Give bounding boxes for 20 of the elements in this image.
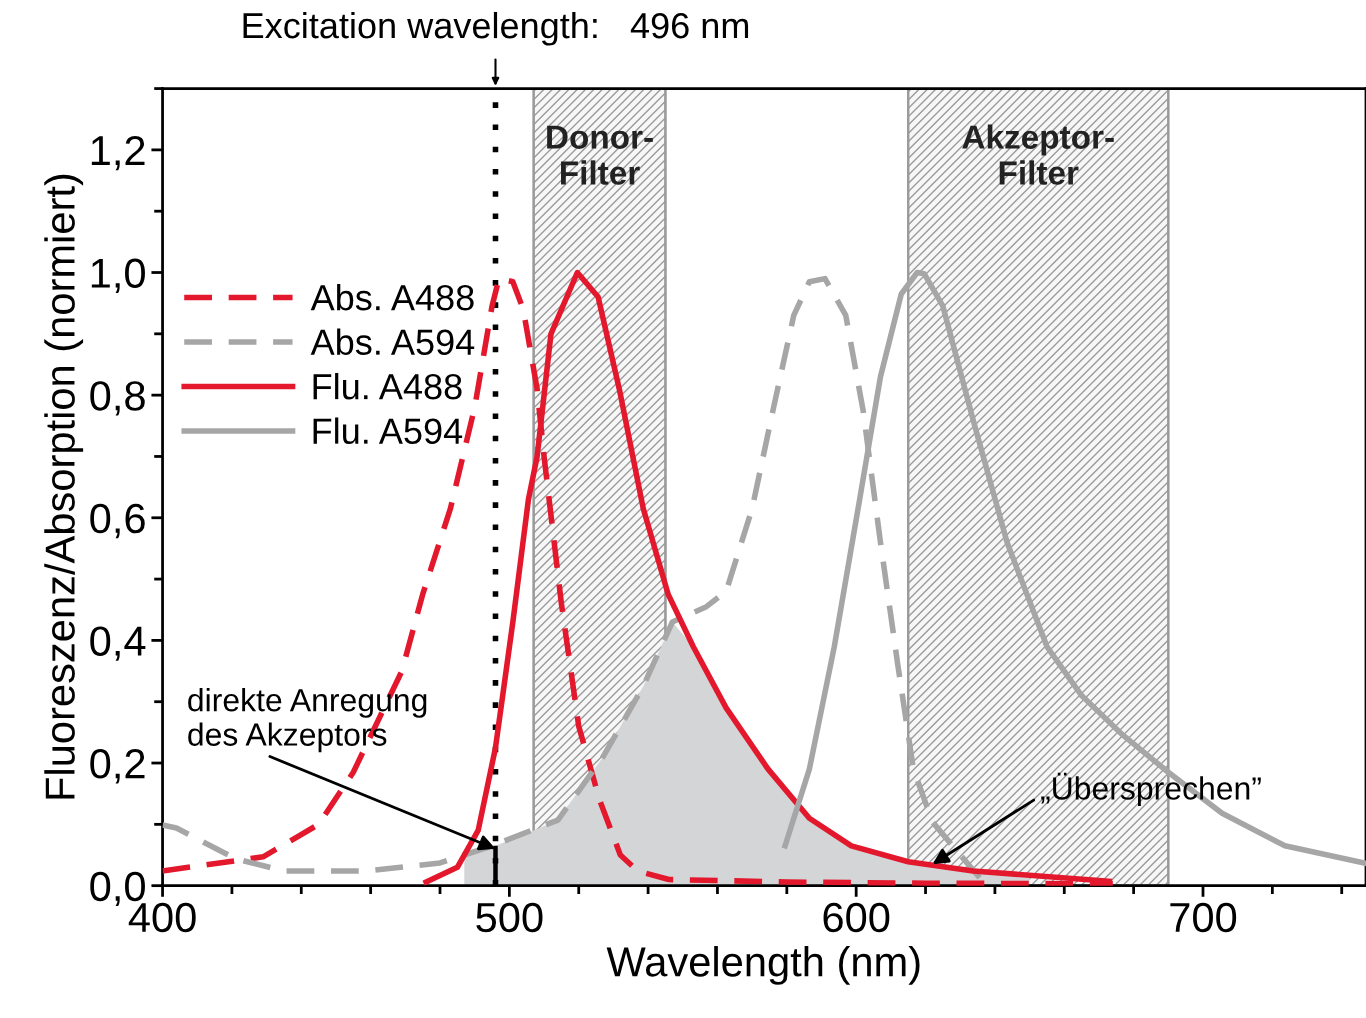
band-label: Donor- Filter	[547, 125, 653, 185]
x-tick-label: 600	[823, 902, 890, 933]
annotation: direkte Anregung des Akzeptors	[188, 688, 427, 753]
y-tick-label: 0,4	[90, 626, 146, 661]
legend-label: Flu. A594	[313, 417, 463, 444]
band-label: Akzeptor- Filter	[962, 124, 1114, 185]
y-tick-label: 1,2	[91, 135, 145, 171]
legend-label: Abs. A488	[310, 283, 474, 311]
annotation: „Übersprechen”	[1041, 772, 1261, 807]
legend-label: Flu. A488	[313, 372, 462, 400]
x-tick-label: 700	[1170, 902, 1237, 933]
y-tick-label: 0,6	[90, 503, 145, 539]
y-tick-label: 0,2	[90, 749, 145, 784]
x-tick-label: 500	[476, 902, 543, 933]
ref-line-label: Excitation wavelength: 496 nm	[243, 11, 749, 46]
y-axis-title: Fluoreszenz/Absorption (normiert)	[44, 174, 84, 799]
legend-label: Abs. A594	[310, 328, 475, 355]
x-axis-title: Wavelength (nm)	[606, 946, 920, 985]
y-tick-label: 0,8	[90, 381, 145, 416]
y-tick-label: 1,0	[91, 258, 145, 293]
